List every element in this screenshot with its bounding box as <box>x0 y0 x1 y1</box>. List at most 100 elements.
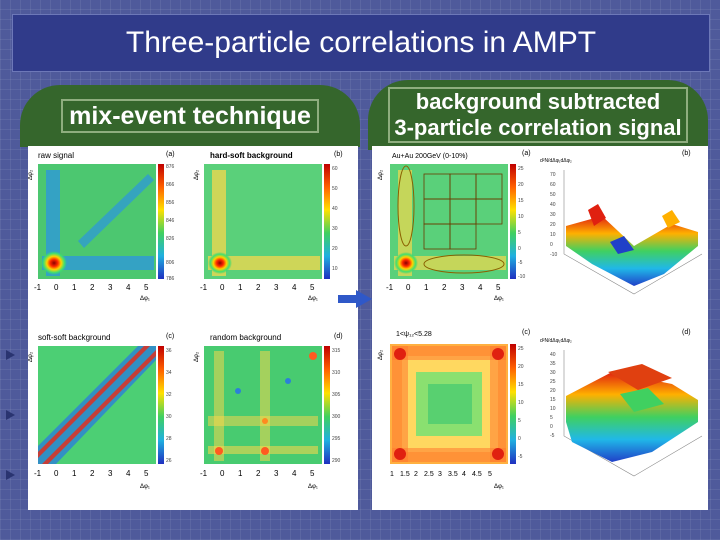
plot-d-ylabel: Δφ₂ <box>194 351 200 362</box>
svg-text:60: 60 <box>550 182 556 188</box>
plot-b-zbar <box>324 164 330 279</box>
left-header-text: mix-event technique <box>69 102 311 130</box>
svg-text:-10: -10 <box>518 274 525 280</box>
svg-text:0: 0 <box>54 283 59 292</box>
svg-text:2: 2 <box>442 283 447 292</box>
plot-d-tag: (d) <box>334 333 343 340</box>
rplot-c-title: 1<ψ₁₂<5.28 <box>396 331 432 338</box>
svg-text:806: 806 <box>166 260 175 266</box>
svg-text:5: 5 <box>550 415 553 421</box>
right-figure-panel: Au+Au 200GeV (0-10%) (a) 25 20 <box>372 146 708 510</box>
svg-text:20: 20 <box>550 388 556 394</box>
svg-text:4: 4 <box>126 283 131 292</box>
svg-text:30: 30 <box>550 212 556 218</box>
svg-text:1: 1 <box>238 283 243 292</box>
rplot-c-zbar <box>510 344 516 464</box>
svg-text:5: 5 <box>518 418 521 424</box>
svg-text:10: 10 <box>550 406 556 412</box>
svg-text:876: 876 <box>166 164 175 170</box>
plot-d-heatmap <box>204 346 322 464</box>
plot-a-zticks: 876 866 856 846 826 806 786 <box>166 164 175 282</box>
rplot-c-heatmap <box>390 344 508 464</box>
rplot-a-xticks: -1 0 1 2 3 4 5 <box>386 283 501 292</box>
plot-c-ylabel: Δφ₂ <box>28 351 34 362</box>
svg-text:20: 20 <box>518 182 524 188</box>
rplot-a-grid-boxes <box>423 173 503 250</box>
rplot-a-heatmap <box>390 164 508 279</box>
svg-text:1: 1 <box>72 283 77 292</box>
svg-text:846: 846 <box>166 218 175 224</box>
plot-c-title: soft-soft background <box>38 333 110 342</box>
plot-b-ylabel: Δφ₂ <box>194 169 200 180</box>
plot-a-heatmap <box>38 164 156 279</box>
svg-text:290: 290 <box>332 458 341 464</box>
svg-text:34: 34 <box>166 370 172 376</box>
svg-text:20: 20 <box>550 222 556 228</box>
svg-text:1: 1 <box>424 283 429 292</box>
svg-text:2.5: 2.5 <box>424 471 434 478</box>
svg-text:826: 826 <box>166 236 175 242</box>
plot-d-title: random background <box>210 333 281 342</box>
rplot-a-zticks: 25 20 15 10 5 0 -5 -10 <box>518 166 525 280</box>
svg-text:300: 300 <box>332 414 341 420</box>
svg-text:-1: -1 <box>200 283 208 292</box>
svg-text:4.5: 4.5 <box>472 471 482 478</box>
plot-a-tag: (a) <box>166 151 175 158</box>
rplot-b-zlabel: d²N/dΔφ₁dΔφ₂ <box>540 158 572 164</box>
plot-a-xlabel: Δφ₁ <box>140 296 150 302</box>
svg-text:20: 20 <box>332 246 338 252</box>
left-figure-svg: raw signal (a) 876 866 856 846 826 806 7… <box>28 151 343 490</box>
svg-text:310: 310 <box>332 370 341 376</box>
svg-text:3.5: 3.5 <box>448 471 458 478</box>
svg-text:-1: -1 <box>34 469 42 478</box>
right-figure-svg: Au+Au 200GeV (0-10%) (a) 25 20 <box>378 150 703 490</box>
svg-text:2: 2 <box>90 469 95 478</box>
svg-text:5: 5 <box>488 471 492 478</box>
svg-text:0: 0 <box>406 283 411 292</box>
plot-a-ylabel: Δφ₂ <box>28 169 34 180</box>
svg-text:4: 4 <box>292 469 297 478</box>
svg-text:-1: -1 <box>200 469 208 478</box>
svg-text:4: 4 <box>126 469 131 478</box>
svg-text:5: 5 <box>144 283 149 292</box>
svg-text:4: 4 <box>462 471 466 478</box>
rplot-d-tag: (d) <box>682 329 691 336</box>
svg-text:3: 3 <box>438 471 442 478</box>
plot-b-xlabel: Δφ₁ <box>308 296 318 302</box>
plot-c-zticks: 36 34 32 30 28 26 <box>166 348 172 464</box>
svg-text:866: 866 <box>166 182 175 188</box>
svg-text:315: 315 <box>332 348 341 354</box>
rplot-c-xlabel: Δφ₁ <box>494 484 504 490</box>
plot-c-xlabel: Δφ₁ <box>140 484 150 490</box>
rplot-d-surface <box>563 350 703 477</box>
svg-text:30: 30 <box>550 370 556 376</box>
svg-text:-5: -5 <box>550 433 555 439</box>
svg-text:1: 1 <box>390 471 394 478</box>
right-header-box: background subtracted 3-particle correla… <box>388 87 688 143</box>
rplot-c-tag: (c) <box>522 329 530 336</box>
svg-text:0: 0 <box>550 424 553 430</box>
svg-text:0: 0 <box>220 283 225 292</box>
svg-text:50: 50 <box>550 192 556 198</box>
svg-text:0: 0 <box>518 246 521 252</box>
svg-text:5: 5 <box>310 469 315 478</box>
svg-text:5: 5 <box>310 283 315 292</box>
svg-text:2: 2 <box>256 283 261 292</box>
svg-text:0: 0 <box>518 436 521 442</box>
plot-a-zbar <box>158 164 164 279</box>
svg-text:0: 0 <box>54 469 59 478</box>
svg-text:15: 15 <box>550 397 556 403</box>
left-header-box: mix-event technique <box>61 99 319 133</box>
plot-b-title: hard-soft background <box>210 151 293 160</box>
right-arrow-icon <box>338 290 372 308</box>
slide-title-bar: Three-particle correlations in AMPT <box>12 14 710 72</box>
rplot-a-ylabel: Δφ₂ <box>378 169 384 180</box>
svg-text:2: 2 <box>256 469 261 478</box>
svg-text:5: 5 <box>518 230 521 236</box>
svg-text:70: 70 <box>550 172 556 178</box>
svg-text:-1: -1 <box>386 283 394 292</box>
rplot-a-zbar <box>510 164 516 279</box>
bullet-icon <box>6 350 15 360</box>
plot-d-xlabel: Δφ₁ <box>308 484 318 490</box>
plot-d-zbar <box>324 346 330 464</box>
